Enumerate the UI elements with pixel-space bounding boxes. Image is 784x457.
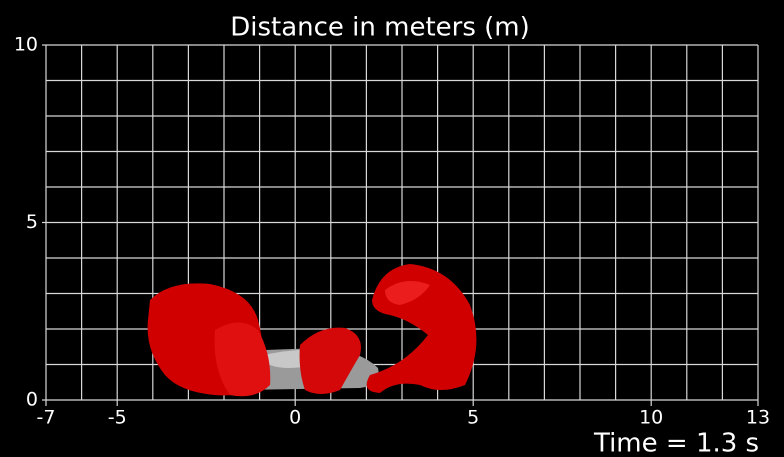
x-tick-label: -5 (108, 407, 127, 429)
y-tick-label: 10 (14, 34, 38, 56)
title: Distance in meters (m) (230, 13, 530, 43)
time-label: Time = 1.3 s (593, 429, 759, 457)
simulation-view: Distance in meters (m) -7 -5 0 5 10 13 0 5 10 Ti… (0, 0, 784, 457)
x-tick-label: 13 (746, 407, 770, 429)
x-tick-label: -7 (37, 407, 56, 429)
y-tick-label: 5 (26, 211, 38, 233)
y-tick-label: 0 (26, 389, 38, 411)
x-tick-label: 10 (639, 407, 663, 429)
x-tick-label: 0 (289, 407, 301, 429)
x-tick-label: 5 (467, 407, 479, 429)
